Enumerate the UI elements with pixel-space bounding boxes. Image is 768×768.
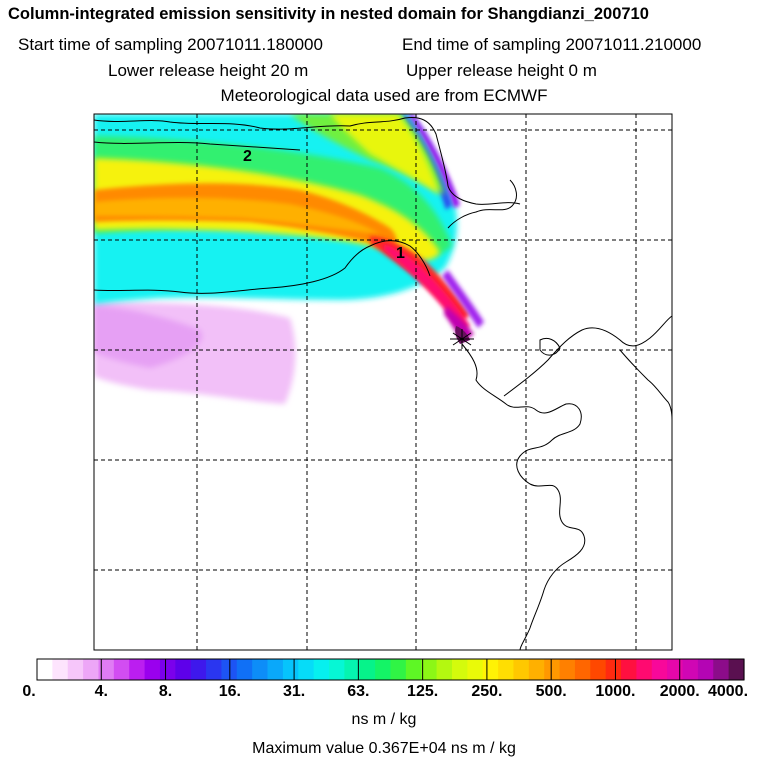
- colorbar-cell: [621, 659, 638, 680]
- colorbar-cell: [713, 659, 730, 680]
- colorbar-cell: [574, 659, 591, 680]
- colorbar-cell: [451, 659, 468, 680]
- colorbar-cell: [636, 659, 653, 680]
- colorbar-cell: [344, 659, 361, 680]
- colorbar-cell: [329, 659, 345, 680]
- colorbar-cell: [436, 659, 453, 680]
- colorbar-cell: [421, 659, 438, 680]
- colorbar-cell: [113, 659, 130, 680]
- colorbar-tick-label: 4000.: [707, 683, 749, 700]
- colorbar-cell: [528, 659, 545, 680]
- grid-lines: [94, 114, 672, 650]
- colorbar-cell: [98, 659, 115, 680]
- colorbar-tick-label: 4.: [94, 683, 108, 700]
- colorbar-tick-label: 125.: [407, 683, 439, 700]
- colorbar-tick-label: 500.: [535, 683, 567, 700]
- colorbar-tick-label: 8.: [158, 683, 173, 700]
- colorbar-cell: [159, 659, 176, 680]
- receptor-star-icon: [450, 329, 474, 349]
- colorbar-cell: [37, 659, 53, 680]
- field-deep-magenta: [444, 306, 474, 342]
- colorbar-cell: [513, 659, 530, 680]
- met-data-label: Meteorological data used are from ECMWF: [220, 86, 548, 105]
- chart-title: Column-integrated emission sensitivity i…: [8, 5, 649, 23]
- colorbar-tick-label: 1000.: [595, 683, 636, 700]
- map-frame: [93, 113, 673, 651]
- colorbar-tick-label: 250.: [471, 683, 503, 700]
- coastline-mid: [93, 240, 431, 294]
- colorbar-cell: [544, 659, 561, 680]
- colorbar-cell: [52, 659, 69, 680]
- colorbar-cell: [252, 659, 269, 680]
- colorbar-cell: [83, 659, 100, 680]
- colorbar-cell: [129, 659, 146, 680]
- colorbar-cell: [590, 659, 607, 680]
- colorbar-cell: [467, 659, 484, 680]
- colorbar-frame: [36, 658, 745, 681]
- colorbar-cell: [651, 659, 668, 680]
- colorbar-cell: [206, 659, 223, 680]
- coastline-peninsula: [461, 343, 586, 651]
- colorbar-tick-label: 16.: [218, 683, 241, 700]
- colorbar-cell: [559, 659, 576, 680]
- colorbar-cell: [390, 659, 407, 680]
- field-purple-edge: [408, 114, 460, 208]
- colorbar-tick-label: 2000.: [659, 683, 700, 700]
- colorbar-cell: [175, 659, 192, 680]
- colorbar-ticks: [100, 659, 681, 680]
- coastline-bay: [447, 179, 517, 229]
- colorbar-cell: [67, 659, 84, 680]
- colorbar-cell: [728, 659, 745, 680]
- colorbar-cell: [236, 659, 253, 680]
- colorbar-cell: [313, 659, 330, 680]
- colorbar-tick-label: 63.: [347, 683, 370, 700]
- end-time-label: End time of sampling 20071011.210000: [402, 35, 702, 54]
- colorbar-cell: [267, 659, 284, 680]
- colorbar-cell: [405, 659, 422, 680]
- coastline-east: [503, 315, 673, 397]
- colorbar-cell: [667, 659, 684, 680]
- field-orange-top: [94, 197, 380, 234]
- colorbar-cell: [298, 659, 315, 680]
- colorbar-cell: [605, 659, 622, 680]
- colorbar-cells: [37, 659, 745, 680]
- coastline-west-ridge: [93, 141, 301, 151]
- field-yellow-top: [330, 114, 440, 195]
- coastline-north: [93, 117, 521, 205]
- colorbar-cell: [498, 659, 515, 680]
- colorbar-tick-label: 31.: [282, 683, 306, 700]
- maximum-value-label: Maximum value 0.367E+04 ns m / kg: [252, 740, 516, 757]
- field-violet-rim: [442, 270, 484, 328]
- lower-release-label: Lower release height 20 m: [108, 61, 309, 80]
- map-label-2: 2: [243, 148, 252, 165]
- map-label-1: 1: [396, 245, 405, 262]
- colorbar-cell: [482, 659, 499, 680]
- colorbar-cell: [190, 659, 207, 680]
- colorbar-cell: [682, 659, 699, 680]
- colorbar-cell: [282, 659, 299, 680]
- coastlines: [93, 117, 673, 651]
- colorbar-units: ns m / kg: [351, 711, 417, 728]
- field-pale-violet: [94, 305, 202, 368]
- coastline-islands: [539, 337, 561, 356]
- colorbar-cell: [359, 659, 376, 680]
- colorbar-cell: [697, 659, 714, 680]
- start-time-label: Start time of sampling 20071011.180000: [18, 35, 323, 54]
- colorbar-cell: [375, 659, 392, 680]
- colorbar-tick-label: 0.: [22, 683, 36, 700]
- colorbar-cell: [144, 659, 161, 680]
- sensitivity-field: [94, 114, 484, 404]
- upper-release-label: Upper release height 0 m: [406, 61, 597, 80]
